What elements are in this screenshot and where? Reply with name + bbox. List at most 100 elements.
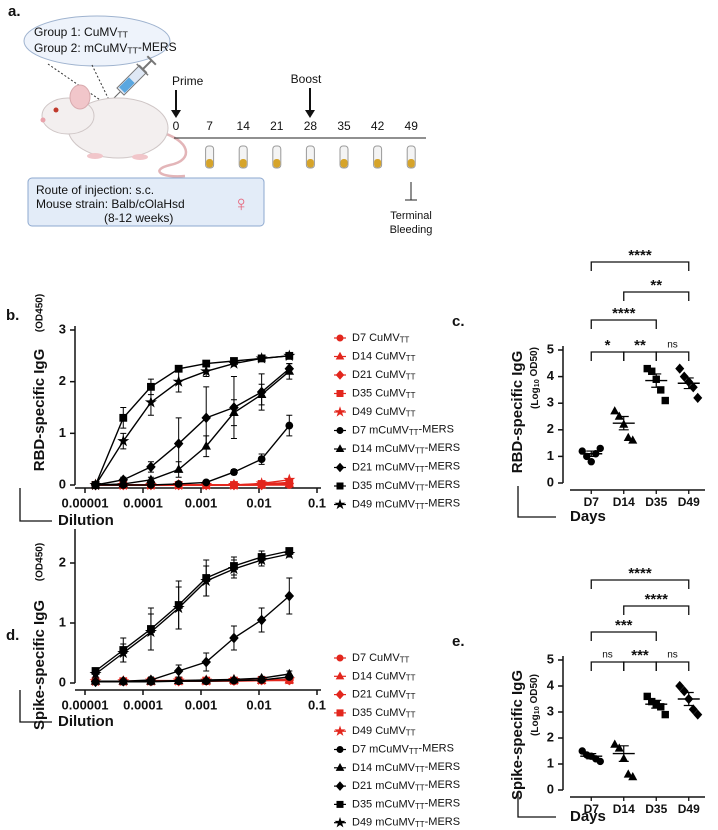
data-point: [679, 371, 689, 382]
label-bracket: [19, 488, 52, 522]
tube-serum: [306, 159, 314, 168]
legend-label: D7 mCuMVTT-MERS: [352, 423, 454, 436]
legend-marker: [335, 671, 345, 680]
significance-label: ****: [645, 591, 669, 608]
timeline-days: 0 7 14 21 28 35 42 49: [173, 119, 418, 169]
legend-marker: [336, 709, 344, 717]
group-bubble: [23, 15, 171, 67]
data-point: [117, 646, 130, 659]
x-tick-label: 0.01: [246, 495, 271, 510]
legend-marker: [334, 406, 346, 417]
significance-bracket: [623, 291, 690, 301]
significance-label: ns: [602, 650, 613, 661]
data-point: [623, 432, 633, 441]
data-point: [119, 413, 128, 422]
data-point: [693, 392, 703, 403]
legend-marker: [335, 370, 345, 380]
legend-marker: [334, 498, 346, 510]
boost-arrow-head: [305, 110, 315, 118]
day-label: 42: [371, 119, 385, 133]
data-point: [679, 686, 689, 697]
significance-bracket: [655, 351, 690, 361]
y-tick-label: 1: [547, 448, 554, 463]
y-tick-label: 2: [547, 421, 554, 436]
y-tick-label: 2: [547, 729, 554, 744]
day-label: 7: [206, 119, 213, 133]
significance-label: **: [634, 337, 646, 354]
legend-marker: [336, 800, 344, 808]
legend-label: D35 mCuMVTT-MERS: [352, 479, 460, 492]
legend-label: D21 mCuMVTT-MERS: [352, 460, 460, 473]
data-point: [174, 480, 183, 488]
significance-label: *: [605, 337, 611, 354]
y-tick-label: 3: [547, 395, 554, 410]
y-axis-unit: (Log10 OD50): [529, 674, 541, 736]
data-point: [578, 747, 586, 755]
y-tick-label: 0: [547, 474, 554, 489]
data-point: [146, 474, 156, 484]
data-point: [255, 352, 268, 364]
info-text: (8-12 weeks): [104, 211, 173, 225]
x-tick-label: 0.00001: [62, 495, 109, 510]
x-tick-label: D7: [584, 802, 600, 816]
data-point: [144, 625, 157, 638]
x-tick-label: D14: [613, 802, 635, 816]
y-axis-label: Spike-specific IgG: [31, 600, 48, 730]
info-box: [27, 177, 265, 227]
significance-label: ns: [667, 650, 678, 661]
data-point: [201, 412, 211, 424]
series-line: [95, 368, 290, 486]
x-tick-label: 0.1: [308, 495, 326, 510]
data-point: [675, 363, 685, 374]
legend-label: D35 CuMVTT: [352, 707, 416, 720]
data-point: [230, 468, 238, 476]
data-point: [117, 434, 130, 447]
y-axis-label: RBD-specific IgG: [509, 351, 526, 474]
data-point: [661, 396, 669, 405]
data-point: [661, 710, 669, 719]
y-tick-label: 0: [59, 674, 66, 689]
data-point: [227, 478, 240, 491]
legend-label: D7 CuMVTT: [352, 332, 410, 345]
significance-label: ****: [628, 565, 652, 582]
data-point: [628, 435, 638, 444]
significance-bracket: [590, 261, 690, 271]
legend-marker: [335, 689, 345, 700]
data-point: [172, 601, 185, 614]
data-point: [229, 402, 239, 413]
tube-serum: [273, 159, 281, 168]
prime-label: Prime: [172, 74, 204, 88]
y-tick-label: 2: [59, 373, 66, 388]
x-tick-label: 0.001: [185, 697, 218, 712]
data-point: [255, 477, 268, 489]
y-tick-label: 1: [547, 755, 554, 770]
tube-serum: [340, 159, 348, 168]
y-axis-unit: (OD450): [35, 294, 46, 332]
panel-label: b.: [6, 307, 19, 324]
legend-marker: [336, 427, 344, 434]
day-label: 14: [237, 119, 251, 133]
legend-label: D7 CuMVTT: [352, 652, 410, 665]
y-tick-label: 0: [547, 781, 554, 796]
legend-marker: [335, 763, 345, 771]
legend-label: D21 CuMVTT: [352, 369, 416, 382]
data-point: [118, 675, 129, 687]
legend-marker: [336, 654, 344, 662]
label-bracket: [19, 690, 52, 723]
panel-label: e.: [452, 633, 465, 650]
data-point: [89, 478, 102, 491]
legend-label: D49 mCuMVTT-MERS: [352, 816, 460, 829]
data-point: [283, 547, 296, 560]
significance-bracket: [623, 605, 690, 615]
significance-label: **: [650, 277, 662, 294]
data-point: [614, 743, 624, 752]
legend-marker: [336, 390, 344, 397]
legend-marker: [336, 746, 344, 753]
series-line: [95, 370, 290, 486]
legend-marker: [336, 334, 344, 342]
prime-arrow-head: [171, 110, 181, 118]
day-label: 0: [173, 119, 180, 133]
x-tick-label: D49: [678, 495, 700, 509]
data-point: [283, 349, 296, 361]
